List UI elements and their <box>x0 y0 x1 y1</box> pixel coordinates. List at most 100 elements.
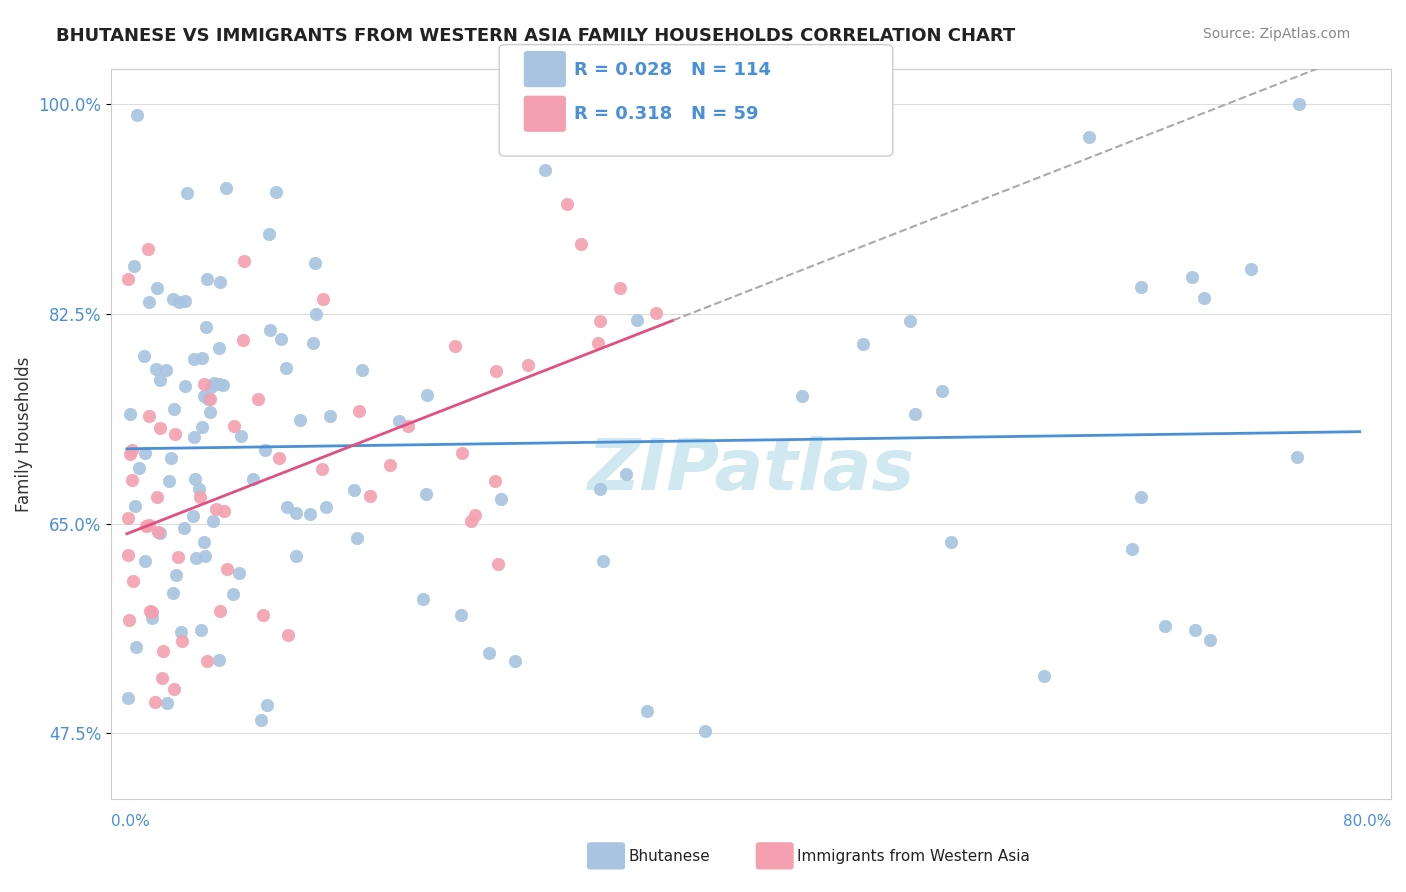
Point <box>163 427 186 442</box>
Point <box>284 506 307 520</box>
Point <box>349 404 371 418</box>
Point <box>184 472 207 486</box>
Point <box>311 292 333 306</box>
Point <box>256 698 278 713</box>
Point <box>163 681 186 696</box>
Point <box>195 272 218 286</box>
Point <box>898 314 921 328</box>
Point <box>121 442 143 457</box>
Point <box>589 482 612 496</box>
Point <box>1184 623 1206 637</box>
Point <box>170 624 193 639</box>
Point <box>122 574 145 588</box>
Point <box>187 482 209 496</box>
Point <box>231 429 253 443</box>
Text: R = 0.028   N = 114: R = 0.028 N = 114 <box>574 61 770 78</box>
Point <box>1077 130 1099 145</box>
Point <box>904 407 927 421</box>
Point <box>215 562 238 576</box>
Point <box>128 460 150 475</box>
Point <box>451 446 474 460</box>
Point <box>152 644 174 658</box>
Point <box>505 654 527 668</box>
Y-axis label: Family Households: Family Households <box>15 356 32 511</box>
Point <box>259 323 281 337</box>
Text: 0.0%: 0.0% <box>111 814 150 829</box>
Point <box>1121 542 1143 557</box>
Point <box>148 525 170 540</box>
Point <box>396 419 419 434</box>
Text: BHUTANESE VS IMMIGRANTS FROM WESTERN ASIA FAMILY HOUSEHOLDS CORRELATION CHART: BHUTANESE VS IMMIGRANTS FROM WESTERN ASI… <box>56 27 1015 45</box>
Point <box>162 586 184 600</box>
Point <box>588 313 610 327</box>
Point <box>1192 291 1215 305</box>
Point <box>1129 280 1152 294</box>
Point <box>118 613 141 627</box>
Point <box>155 362 177 376</box>
Point <box>644 306 666 320</box>
Point <box>1288 97 1310 112</box>
Point <box>416 388 439 402</box>
Point <box>193 377 215 392</box>
Point <box>232 333 254 347</box>
Point <box>319 409 342 423</box>
Point <box>478 646 501 660</box>
Point <box>388 414 411 428</box>
Point <box>183 351 205 366</box>
Point <box>302 336 325 351</box>
Point <box>304 256 326 270</box>
Point <box>135 519 157 533</box>
Point <box>614 467 637 481</box>
Point <box>460 515 482 529</box>
Point <box>141 611 163 625</box>
Point <box>197 392 219 406</box>
Point <box>183 430 205 444</box>
Point <box>609 281 631 295</box>
Point <box>267 451 290 466</box>
Point <box>204 502 226 516</box>
Point <box>1130 490 1153 504</box>
Text: 80.0%: 80.0% <box>1343 814 1391 829</box>
Point <box>118 447 141 461</box>
Point <box>146 281 169 295</box>
Point <box>138 294 160 309</box>
Point <box>138 409 160 424</box>
Point <box>146 524 169 539</box>
Point <box>160 451 183 466</box>
Point <box>138 517 160 532</box>
Point <box>1240 262 1263 277</box>
Point <box>188 490 211 504</box>
Point <box>233 254 256 268</box>
Point <box>190 623 212 637</box>
Point <box>118 407 141 421</box>
Point <box>284 549 307 564</box>
Point <box>167 549 190 564</box>
Point <box>117 511 139 525</box>
Point <box>150 671 173 685</box>
Point <box>149 421 172 435</box>
Point <box>125 640 148 655</box>
Point <box>516 359 538 373</box>
Point <box>415 487 437 501</box>
Point <box>193 389 215 403</box>
Point <box>586 336 609 351</box>
Point <box>183 508 205 523</box>
Point <box>352 363 374 377</box>
Point <box>626 313 648 327</box>
Text: Source: ZipAtlas.com: Source: ZipAtlas.com <box>1202 27 1350 41</box>
Point <box>145 362 167 376</box>
Point <box>146 490 169 504</box>
Point <box>117 549 139 563</box>
Point <box>1286 450 1309 464</box>
Point <box>193 534 215 549</box>
Point <box>444 339 467 353</box>
Point <box>172 634 194 648</box>
Point <box>264 186 287 200</box>
Point <box>165 567 187 582</box>
Point <box>141 605 163 619</box>
Point <box>592 554 614 568</box>
Point <box>162 292 184 306</box>
Point <box>359 489 381 503</box>
Point <box>380 458 402 472</box>
Point <box>139 604 162 618</box>
